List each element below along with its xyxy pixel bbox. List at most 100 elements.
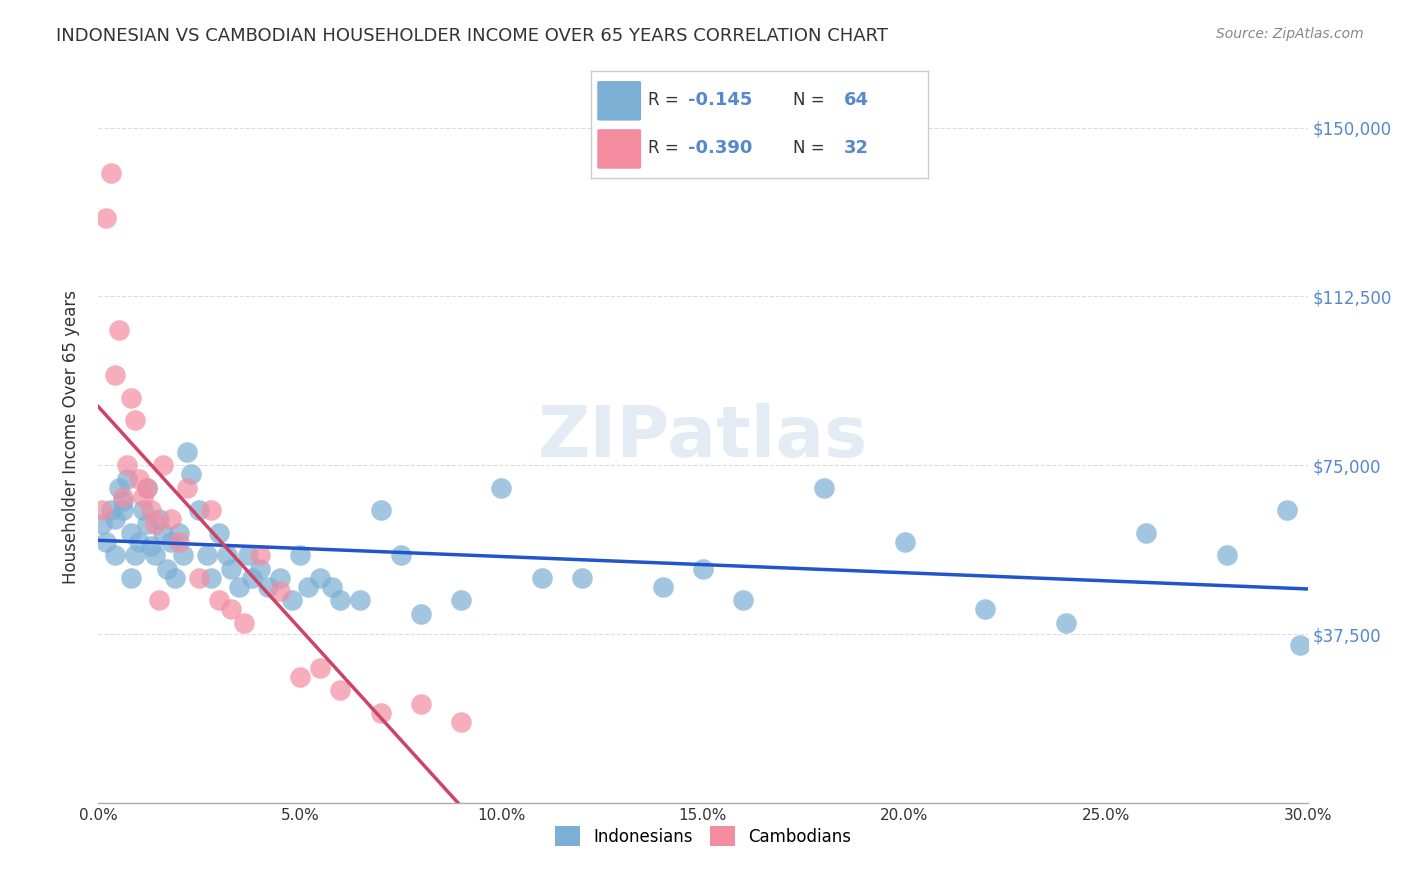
Point	[256, 580, 278, 594]
Point	[217, 548, 239, 562]
Point	[139, 503, 162, 517]
Point	[91, 503, 114, 517]
Point	[240, 571, 263, 585]
Point	[156, 562, 179, 576]
Point	[409, 697, 432, 711]
Point	[115, 458, 138, 473]
Point	[389, 548, 412, 562]
Point	[120, 571, 142, 585]
Point	[1277, 503, 1299, 517]
Point	[1216, 548, 1239, 562]
Point	[167, 534, 190, 549]
Point	[96, 534, 118, 549]
Point	[188, 571, 211, 585]
Point	[120, 391, 142, 405]
Point	[107, 481, 129, 495]
Text: INDONESIAN VS CAMBODIAN HOUSEHOLDER INCOME OVER 65 YEARS CORRELATION CHART: INDONESIAN VS CAMBODIAN HOUSEHOLDER INCO…	[56, 27, 889, 45]
Text: ZIPatlas: ZIPatlas	[538, 402, 868, 472]
Text: -0.145: -0.145	[689, 91, 752, 109]
Point	[111, 490, 134, 504]
Point	[100, 166, 122, 180]
Point	[288, 548, 311, 562]
Point	[148, 512, 170, 526]
Point	[111, 494, 134, 508]
Point	[111, 503, 134, 517]
Point	[651, 580, 673, 594]
Point	[135, 481, 157, 495]
Point	[176, 481, 198, 495]
Text: 64: 64	[844, 91, 869, 109]
Point	[135, 516, 157, 531]
Point	[200, 503, 222, 517]
Point	[100, 503, 122, 517]
Point	[208, 525, 231, 540]
Point	[491, 481, 513, 495]
Point	[96, 211, 118, 225]
Point	[221, 602, 243, 616]
Text: 32: 32	[844, 139, 869, 157]
Point	[195, 548, 218, 562]
Point	[893, 534, 915, 549]
Point	[1054, 615, 1077, 630]
Point	[103, 548, 125, 562]
Point	[152, 525, 174, 540]
Text: N =: N =	[793, 91, 830, 109]
Y-axis label: Householder Income Over 65 years: Householder Income Over 65 years	[62, 290, 80, 584]
Point	[349, 593, 371, 607]
Point	[733, 593, 755, 607]
Point	[321, 580, 343, 594]
Point	[1288, 638, 1310, 652]
Point	[297, 580, 319, 594]
Point	[409, 607, 432, 621]
Point	[188, 503, 211, 517]
Point	[370, 706, 392, 720]
Point	[249, 562, 271, 576]
Point	[103, 368, 125, 383]
Point	[128, 534, 150, 549]
Point	[228, 580, 250, 594]
Point	[370, 503, 392, 517]
Point	[120, 525, 142, 540]
Point	[180, 467, 202, 482]
Text: -0.390: -0.390	[689, 139, 752, 157]
Point	[135, 481, 157, 495]
Point	[221, 562, 243, 576]
Point	[124, 413, 146, 427]
Point	[128, 472, 150, 486]
Point	[309, 661, 332, 675]
Point	[143, 548, 166, 562]
FancyBboxPatch shape	[598, 129, 641, 169]
Point	[309, 571, 332, 585]
Point	[232, 615, 254, 630]
Point	[160, 512, 183, 526]
Point	[692, 562, 714, 576]
Point	[91, 516, 114, 531]
Point	[132, 503, 155, 517]
Point	[163, 571, 186, 585]
Point	[450, 714, 472, 729]
Point	[974, 602, 997, 616]
Text: Source: ZipAtlas.com: Source: ZipAtlas.com	[1216, 27, 1364, 41]
Text: R =: R =	[648, 91, 683, 109]
Point	[329, 683, 352, 698]
Text: R =: R =	[648, 139, 683, 157]
Point	[281, 593, 304, 607]
Point	[143, 516, 166, 531]
Point	[139, 539, 162, 553]
Point	[208, 593, 231, 607]
Point	[288, 670, 311, 684]
Point	[269, 584, 291, 599]
Point	[176, 444, 198, 458]
Point	[107, 323, 129, 337]
FancyBboxPatch shape	[598, 81, 641, 120]
Point	[200, 571, 222, 585]
Point	[269, 571, 291, 585]
Point	[103, 512, 125, 526]
Point	[172, 548, 194, 562]
Point	[813, 481, 835, 495]
Point	[530, 571, 553, 585]
Point	[167, 525, 190, 540]
Point	[329, 593, 352, 607]
Point	[148, 593, 170, 607]
Point	[160, 534, 183, 549]
